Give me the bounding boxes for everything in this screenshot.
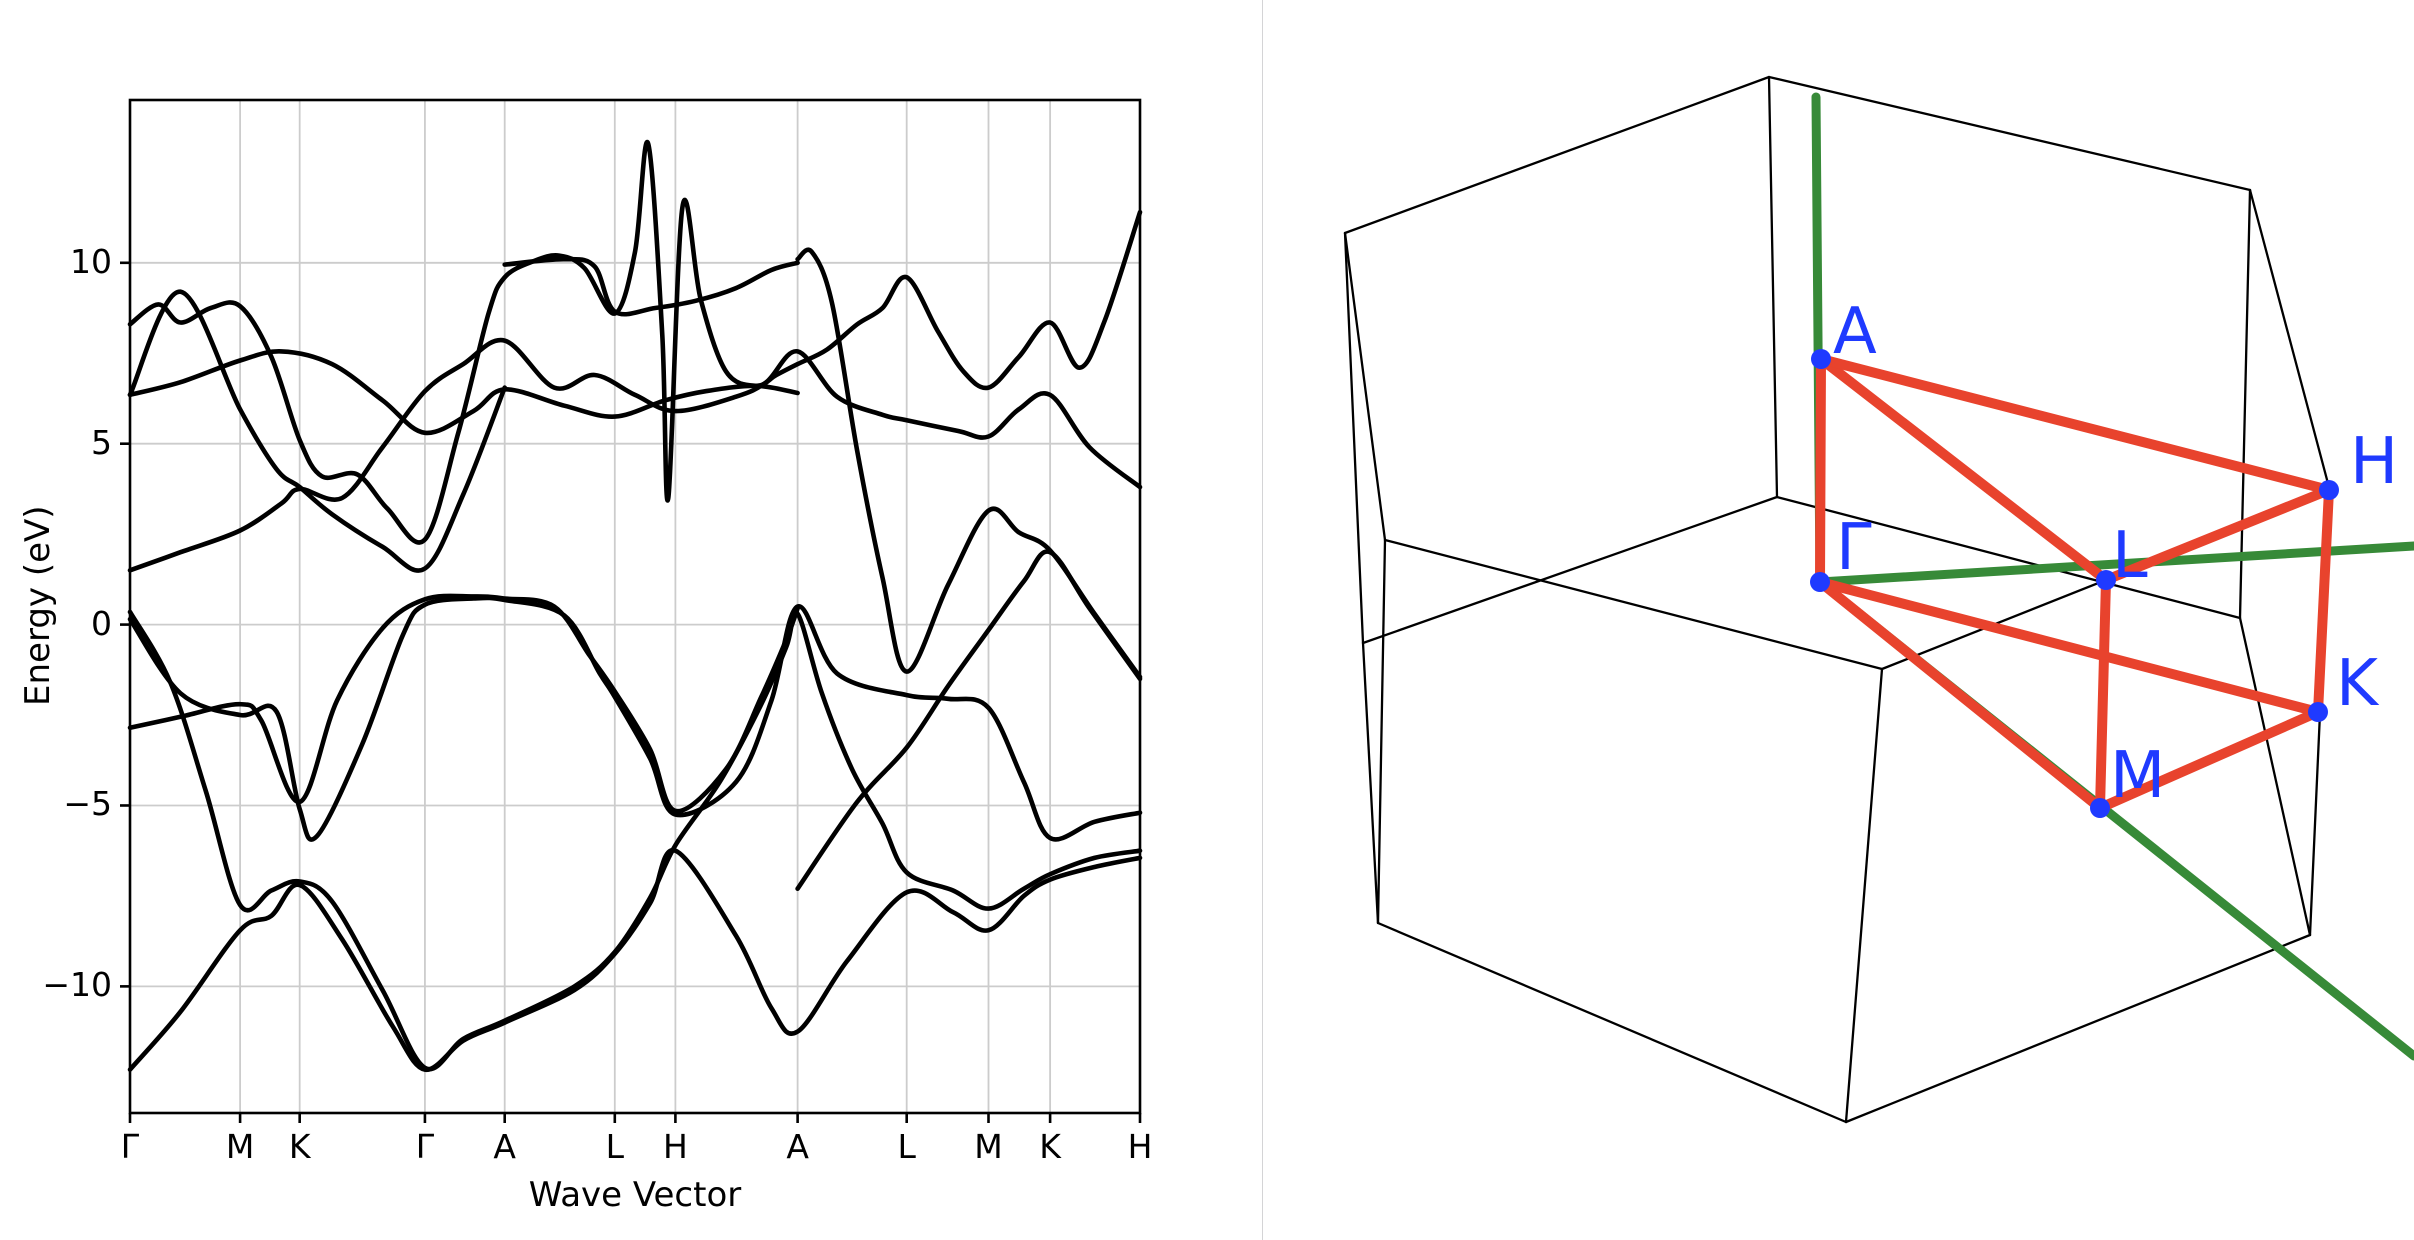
kpoint-Γ — [1810, 572, 1830, 592]
kpoint-K — [2308, 702, 2328, 722]
x-tick-label: K — [1039, 1127, 1061, 1166]
x-tick-label: A — [493, 1127, 516, 1166]
band-structure-plot — [120, 98, 1143, 1123]
brillouin-zone-figure: A Γ L H K M — [1263, 0, 2414, 1240]
conduction-band-5 — [127, 349, 800, 436]
plot-frame — [120, 98, 1142, 1123]
valence-band-2 — [127, 609, 1143, 1072]
conduction-band-3 — [502, 256, 800, 317]
x-tick-label: M — [974, 1127, 1003, 1166]
kpath-edges — [1815, 354, 2334, 813]
x-tick-label: L — [897, 1127, 916, 1166]
conduction-band-1 — [127, 289, 507, 573]
kpoint-A — [1811, 349, 1831, 369]
y-tick-label: 0 — [91, 603, 112, 643]
x-tick-label: K — [288, 1127, 311, 1166]
bz-cell-edges — [1343, 75, 2332, 1124]
y-tick-label: −5 — [63, 784, 112, 824]
x-tick-label: Γ — [415, 1127, 435, 1166]
x-tick-label: H — [1127, 1127, 1153, 1166]
kpoint-M — [2090, 798, 2110, 818]
kpoint-L — [2096, 570, 2116, 590]
bz-label-H: H — [2350, 425, 2399, 499]
x-tick-label: L — [605, 1127, 624, 1166]
kpoint-markers — [1810, 349, 2339, 818]
valence-band-1 — [127, 848, 1143, 1072]
bz-label-L: L — [2112, 519, 2148, 593]
x-tick-label: A — [786, 1127, 809, 1166]
bz-label-A: A — [1833, 295, 1877, 369]
bz-label-Γ: Γ — [1836, 511, 1872, 585]
bz-label-M: M — [2110, 739, 2166, 813]
bz-label-K: K — [2336, 647, 2378, 721]
crossing-band — [795, 247, 1143, 680]
x-tick-label: H — [662, 1127, 688, 1166]
x-axis-title: Wave Vector — [528, 1175, 742, 1215]
x-tick-label: M — [225, 1127, 255, 1166]
y-tick-label: 10 — [70, 241, 112, 281]
valence-band-4 — [127, 593, 800, 814]
band-curves — [127, 139, 1143, 1072]
x-tick-label: Γ — [120, 1127, 140, 1166]
valence-band-3 — [127, 595, 1143, 842]
y-tick-label: 5 — [91, 422, 112, 462]
kpoint-H — [2319, 480, 2339, 500]
conduction-band-2 — [127, 139, 1143, 545]
brillouin-zone-diagram — [1343, 75, 2414, 1124]
y-tick-label: −10 — [42, 965, 112, 1005]
